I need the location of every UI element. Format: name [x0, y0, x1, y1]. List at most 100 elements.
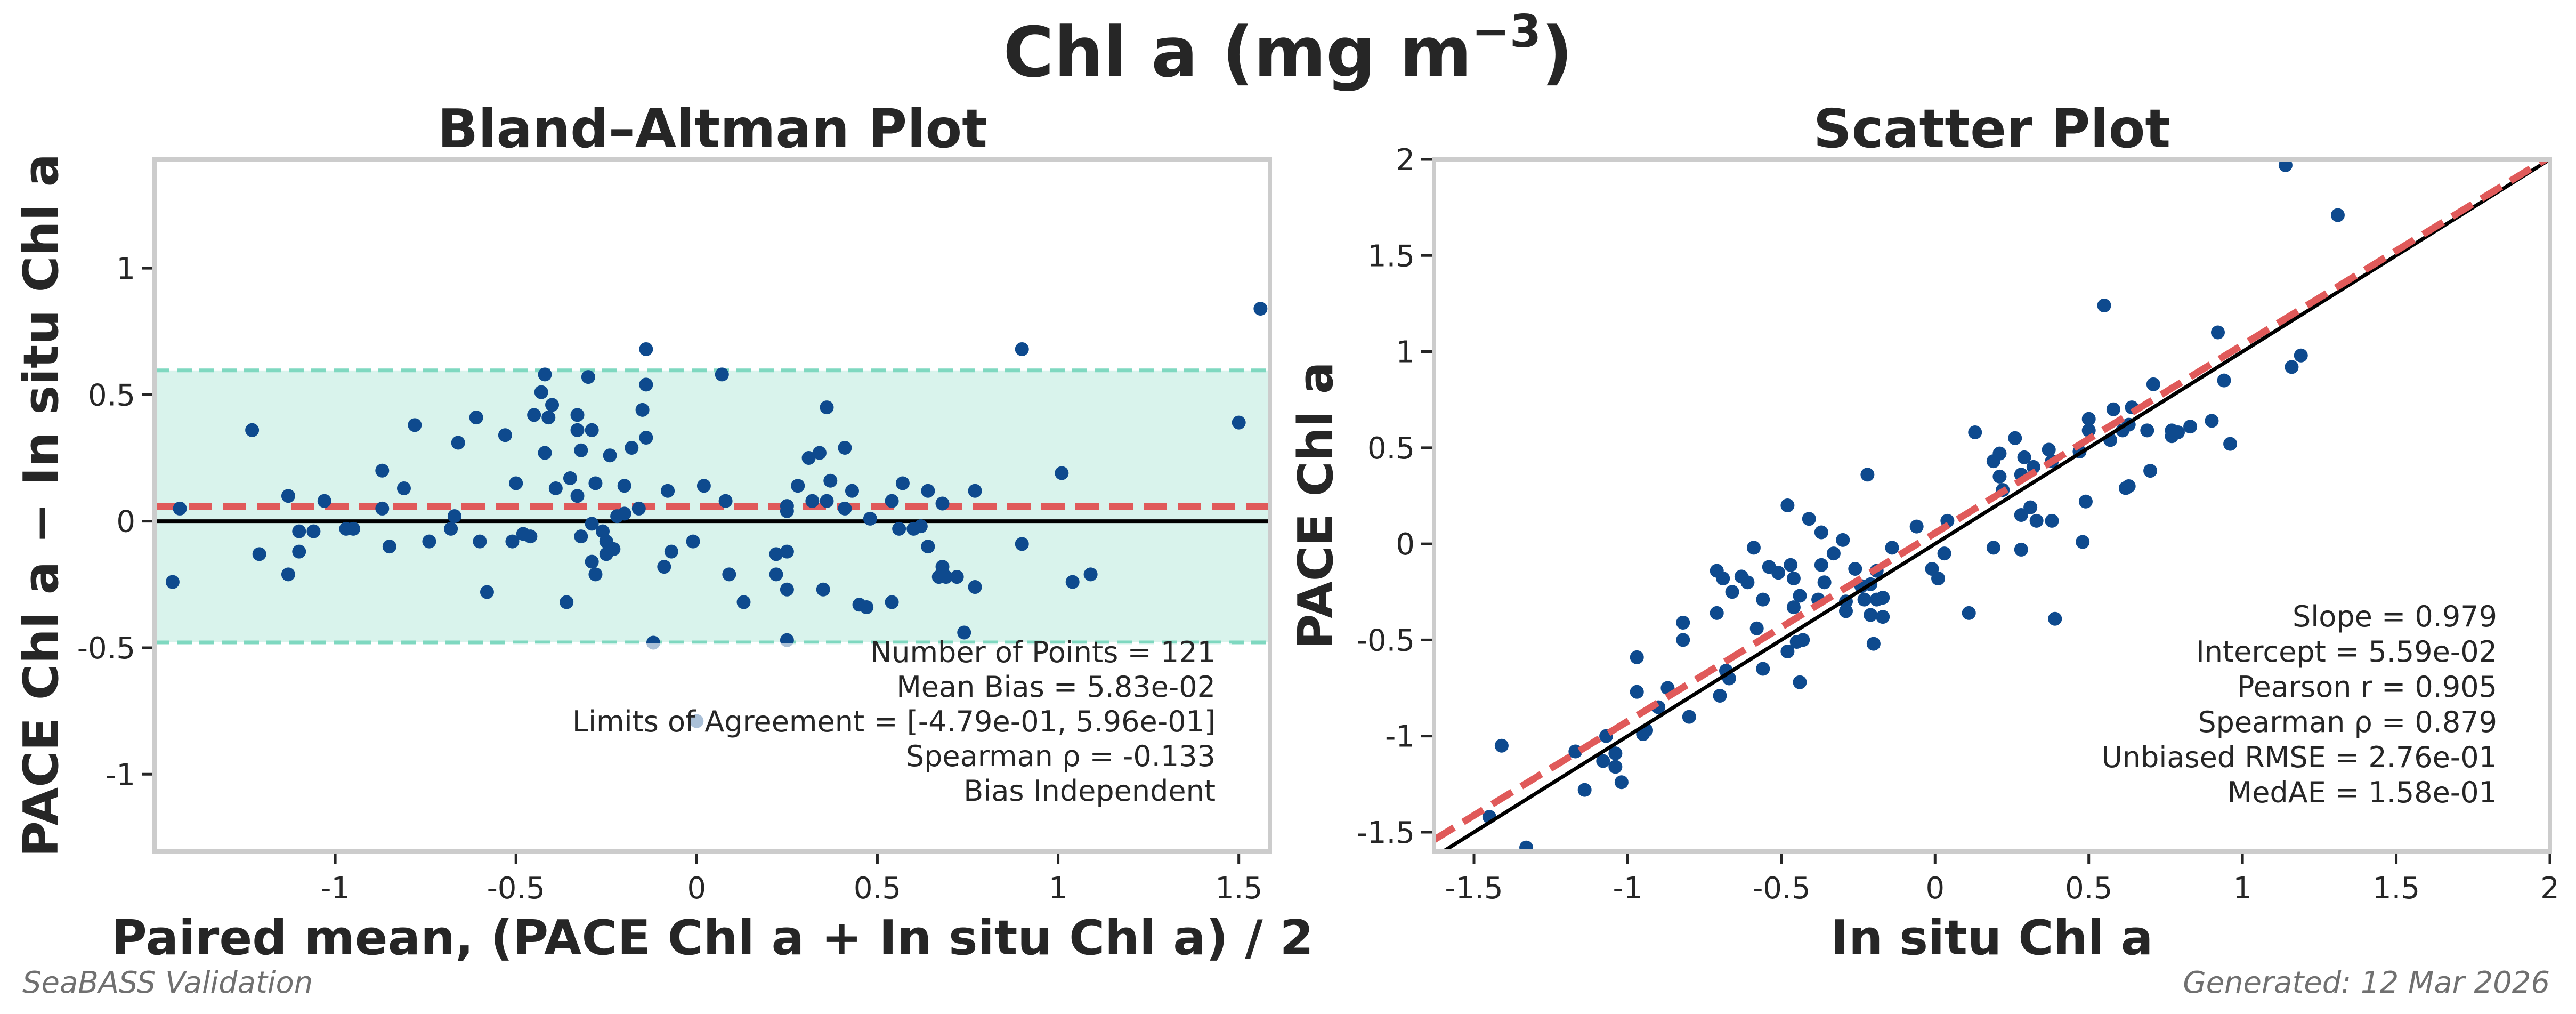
data-point — [1015, 537, 1029, 551]
data-point — [769, 567, 783, 582]
x-tick-label: 1.5 — [1215, 871, 1262, 906]
data-point — [1876, 610, 1890, 624]
data-point — [560, 595, 574, 609]
figure-title-main: Chl a (mg m — [1003, 12, 1471, 93]
data-point — [1864, 608, 1878, 622]
data-point — [1232, 415, 1246, 430]
data-point — [451, 436, 465, 450]
y-tick-label: 0.5 — [88, 378, 135, 413]
data-point — [2330, 208, 2345, 222]
figure-title: Chl a (mg m−3) — [1003, 5, 1573, 93]
data-point — [570, 408, 585, 422]
data-point — [245, 423, 260, 437]
data-point — [1734, 569, 1748, 584]
data-point — [1860, 468, 1875, 482]
bland-altman-xlabel: Paired mean, (PACE Chl a + In situ Chl a… — [111, 910, 1314, 966]
scatter-xlabel: In situ Chl a — [1831, 910, 2153, 966]
data-point — [281, 567, 295, 582]
data-point — [1836, 533, 1850, 547]
data-point — [2146, 377, 2160, 391]
x-tick-label: -0.5 — [487, 871, 545, 906]
data-point — [715, 367, 729, 382]
data-point — [921, 540, 935, 554]
data-point — [1596, 754, 1610, 768]
data-point — [1802, 512, 1816, 526]
data-point — [892, 521, 906, 536]
data-point — [2048, 611, 2062, 626]
data-point — [1857, 592, 1872, 607]
data-point — [1793, 589, 1807, 603]
data-point — [252, 547, 266, 561]
x-tick-label: 2 — [2540, 871, 2559, 906]
data-point — [1786, 572, 1801, 586]
data-point — [1992, 469, 2007, 484]
data-point — [780, 544, 794, 559]
data-point — [538, 367, 552, 382]
data-point — [2097, 299, 2111, 313]
data-point — [2294, 348, 2308, 363]
stats-line: Pearson r = 0.905 — [2237, 670, 2497, 704]
axes-frame — [152, 157, 1272, 854]
data-point — [1817, 575, 1832, 590]
data-point — [968, 580, 982, 594]
data-point — [1793, 675, 1807, 689]
data-point — [935, 496, 950, 511]
stats-line: Slope = 0.979 — [2293, 600, 2497, 633]
data-point — [696, 479, 711, 493]
data-point — [805, 494, 820, 508]
data-point — [895, 476, 910, 490]
data-point — [801, 451, 816, 465]
data-point — [1713, 688, 1727, 703]
x-tick-label: -0.5 — [1752, 871, 1810, 906]
data-point — [1968, 425, 1982, 439]
data-point — [563, 471, 577, 485]
data-point — [523, 529, 538, 544]
data-point — [2081, 412, 2096, 426]
data-point — [1614, 775, 1629, 790]
data-point — [606, 542, 621, 556]
y-tick-label: -1.5 — [1357, 816, 1415, 850]
data-point — [1848, 561, 1862, 576]
stats-line: Spearman ρ = -0.133 — [906, 739, 1216, 773]
data-point — [375, 463, 390, 478]
y-tick-label: 1 — [1396, 335, 1415, 370]
data-point — [2278, 159, 2293, 172]
data-point — [1986, 454, 2000, 469]
data-point — [2183, 420, 2198, 434]
data-point — [939, 570, 953, 584]
data-point — [769, 547, 783, 561]
data-point — [1710, 606, 1724, 620]
data-point — [1762, 560, 1776, 574]
y-tick-label: 0 — [116, 505, 135, 540]
data-point — [1055, 466, 1069, 480]
data-point — [570, 423, 585, 437]
data-point — [1814, 558, 1828, 572]
data-point — [885, 494, 899, 508]
data-point — [505, 534, 520, 549]
data-point — [2008, 431, 2022, 445]
plot-content — [155, 302, 1270, 728]
data-point — [1937, 546, 1951, 561]
data-point — [2210, 325, 2225, 340]
bland-altman-ylabel: PACE Chl a − In situ Chl a — [13, 154, 69, 857]
data-point — [2023, 500, 2038, 514]
plot-content — [1434, 159, 2550, 851]
data-point — [2076, 535, 2090, 549]
data-point — [1083, 567, 1098, 582]
data-point — [2017, 450, 2031, 464]
footer-generated-date: Generated: 12 Mar 2026 — [2183, 965, 2550, 1000]
data-point — [574, 529, 588, 544]
data-point — [1749, 621, 1764, 635]
scatter-ylabel: PACE Chl a — [1288, 361, 1344, 649]
stats-line: Number of Points = 121 — [870, 635, 1216, 669]
data-point — [2045, 513, 2059, 528]
y-tick-label: 1 — [116, 252, 135, 286]
data-point — [422, 534, 436, 549]
data-point — [2205, 414, 2219, 428]
data-point — [585, 554, 599, 569]
data-point — [816, 582, 830, 597]
data-point — [2026, 460, 2040, 474]
data-point — [165, 575, 180, 589]
